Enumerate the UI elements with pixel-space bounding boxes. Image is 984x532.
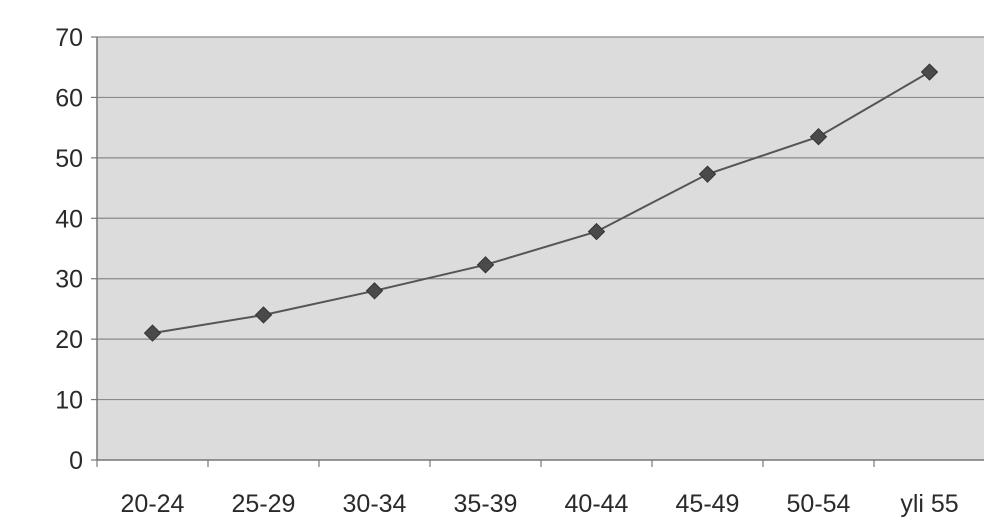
x-tick-label: 25-29	[232, 490, 296, 518]
x-tick-label: 50-54	[787, 490, 851, 518]
x-tick-label: yli 55	[900, 490, 958, 518]
y-tick-label: 30	[55, 266, 83, 294]
y-tick-label: 60	[55, 84, 83, 112]
data-point-marker	[143, 324, 162, 342]
x-tick-label: 45-49	[676, 490, 740, 518]
data-point-marker	[365, 282, 384, 300]
y-tick-label: 10	[55, 387, 83, 415]
y-tick-label: 40	[55, 205, 83, 233]
data-point-marker	[809, 128, 828, 146]
data-point-marker	[254, 306, 273, 324]
y-tick-label: 20	[55, 326, 83, 354]
data-point-marker	[698, 165, 717, 183]
series-layer	[143, 63, 939, 342]
x-tick-label: 35-39	[454, 490, 518, 518]
gridlines	[97, 36, 984, 401]
y-tick-label: 50	[55, 145, 83, 173]
series-line	[152, 71, 931, 335]
data-point-marker	[476, 256, 495, 274]
y-tick-label: 0	[69, 447, 83, 475]
y-axis-ticks: 0 10 20 30 40 50 60 70	[55, 24, 97, 475]
data-point-marker	[587, 222, 606, 241]
x-tick-label: 40-44	[565, 490, 629, 518]
x-axis-ticks: 20-24 25-29 30-34 35-39 40-44 45-49 50-54 yli 5…	[96, 460, 959, 518]
data-point-marker	[920, 63, 939, 81]
x-tick-label: 20-24	[121, 490, 185, 518]
y-tick-label: 70	[55, 24, 83, 52]
x-tick-label: 30-34	[343, 490, 407, 518]
